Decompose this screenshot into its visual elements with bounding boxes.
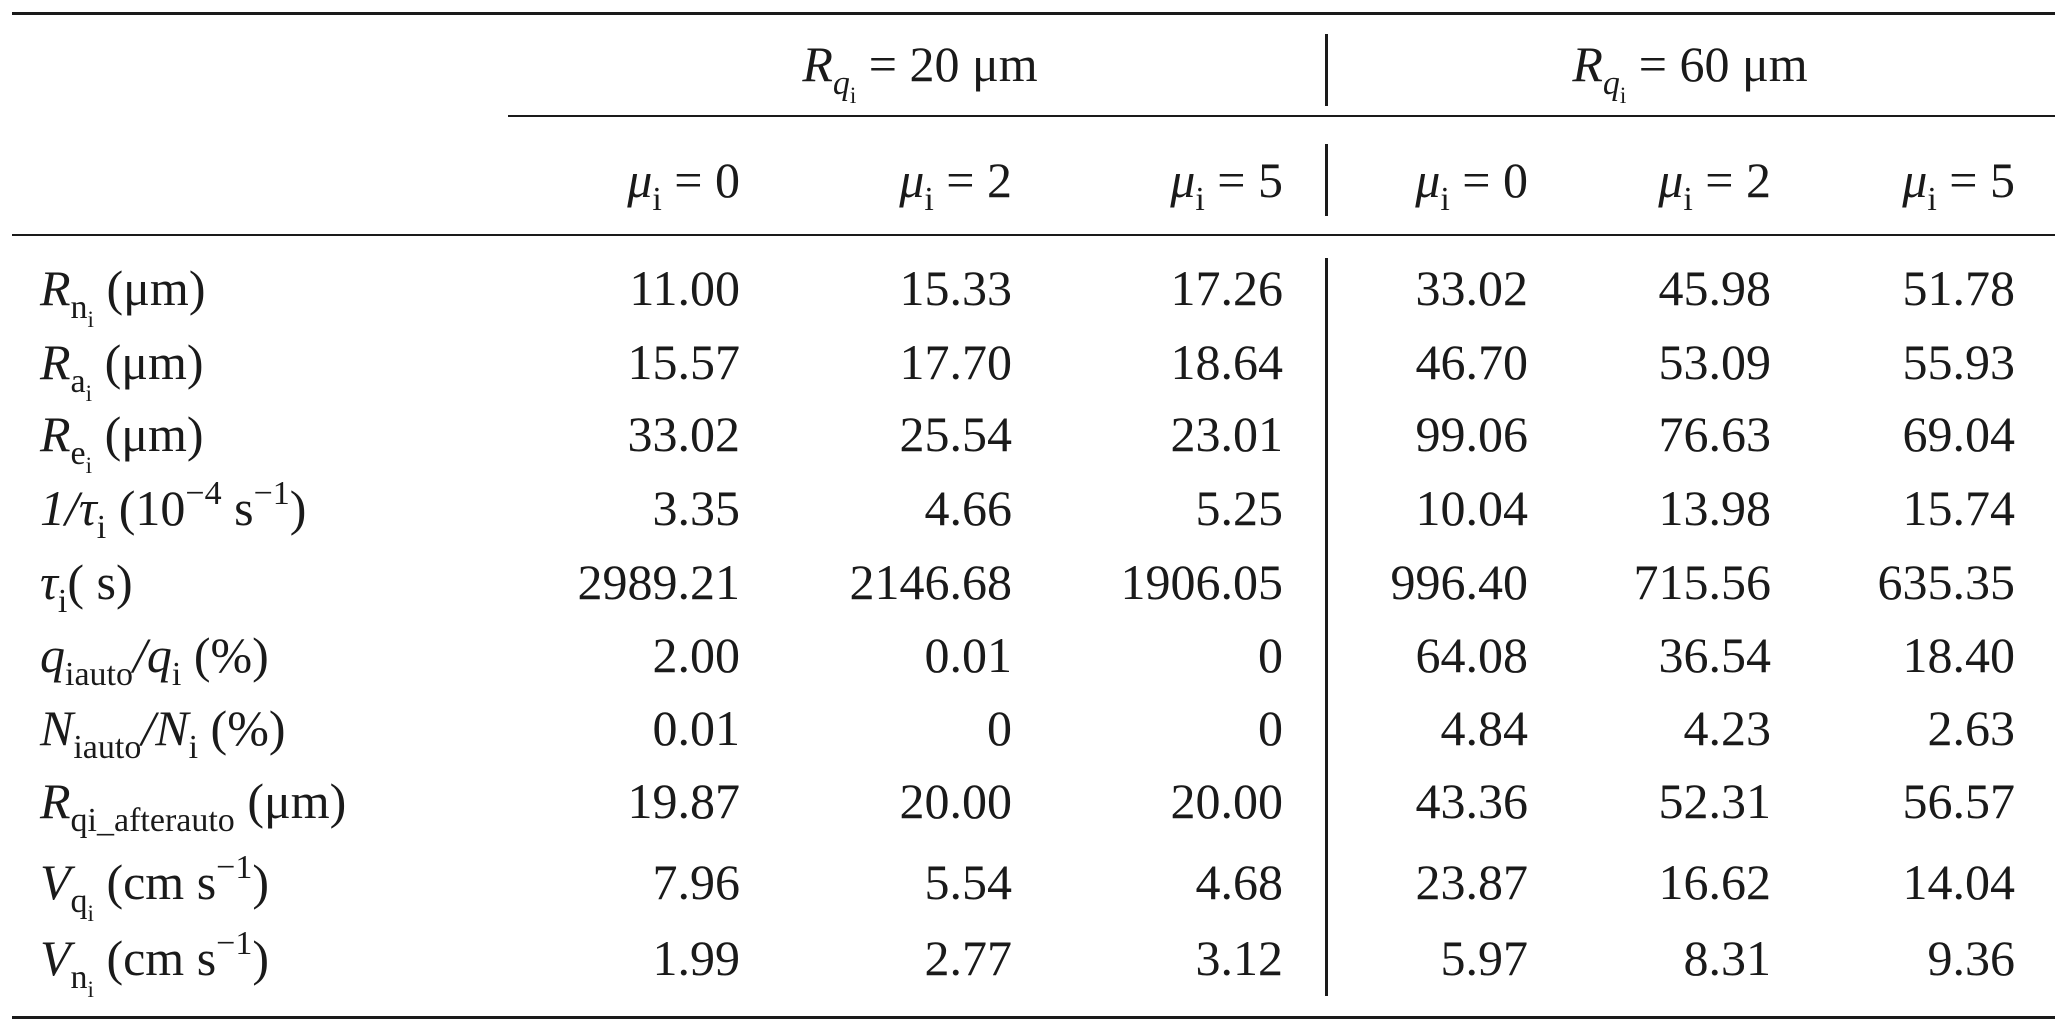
col-header-mu: μi = 5 [1902,152,2015,218]
table-cell: 52.31 [1658,773,1772,829]
row-label: Rei (μm) [40,406,204,479]
col-header-mu: μi = 2 [1658,152,1771,218]
table-cell: 17.70 [899,334,1013,390]
table-cell: 0 [1258,700,1283,756]
top-rule [12,12,2055,15]
table-cell: 2.63 [1927,700,2016,756]
table-cell: 0 [987,700,1012,756]
table-cell: 43.36 [1415,773,1529,829]
col-header-mu: μi = 2 [899,152,1012,218]
table-cell: 17.26 [1170,260,1284,316]
table-cell: 2146.68 [849,554,1013,610]
table-cell: 23.87 [1415,854,1529,910]
table-cell: 1906.05 [1120,554,1284,610]
header-rule [12,234,2055,236]
row-label: Niauto/Ni (%) [40,700,286,766]
table-cell: 45.98 [1658,260,1772,316]
table-cell: 36.54 [1658,627,1772,683]
table-cell: 16.62 [1658,854,1772,910]
table-cell: 4.23 [1683,700,1772,756]
table-cell: 20.00 [1170,773,1284,829]
group-divider-top [1325,34,1328,106]
table-cell: 4.68 [1195,854,1284,910]
row-label: Rai (μm) [40,334,204,407]
table-cell: 55.93 [1902,334,2016,390]
table-cell: 76.63 [1658,406,1772,462]
table-cell: 5.25 [1195,480,1284,536]
table-cell: 9.36 [1927,930,2016,986]
table-cell: 15.74 [1902,480,2016,536]
table-cell: 99.06 [1415,406,1529,462]
row-label: Rni (μm) [40,260,206,333]
table-cell: 715.56 [1633,554,1772,610]
table-cell: 46.70 [1415,334,1529,390]
table-cell: 5.97 [1440,930,1529,986]
table-cell: 8.31 [1683,930,1772,986]
table-cell: 3.35 [652,480,741,536]
table-cell: 0.01 [924,627,1013,683]
row-label: qiauto/qi (%) [40,627,269,693]
bottom-rule [12,1016,2055,1019]
row-label: 1/τi (10−4 s−1) [40,474,307,546]
table-cell: 7.96 [652,854,741,910]
table-cell: 11.00 [629,260,740,316]
group-underline [508,115,2055,117]
table-cell: 19.87 [627,773,741,829]
table-cell: 2989.21 [577,554,741,610]
table-cell: 0.01 [652,700,741,756]
table-cell: 25.54 [899,406,1013,462]
table-cell: 69.04 [1902,406,2016,462]
table-cell: 2.00 [652,627,741,683]
table-cell: 64.08 [1415,627,1529,683]
row-label: Vqi (cm s−1) [40,848,270,927]
table-cell: 4.66 [924,480,1013,536]
row-label: Vni (cm s−1) [40,924,270,1003]
table-cell: 23.01 [1170,406,1284,462]
table-cell: 15.33 [899,260,1013,316]
table-cell: 996.40 [1390,554,1529,610]
table-cell: 13.98 [1658,480,1772,536]
table-cell: 14.04 [1902,854,2016,910]
table-cell: 1.99 [652,930,741,986]
group-divider-head [1325,144,1328,216]
table-cell: 56.57 [1902,773,2016,829]
table-cell: 51.78 [1902,260,2016,316]
table-cell: 53.09 [1658,334,1772,390]
row-label: Rqi_afterauto (μm) [40,773,347,839]
col-header-mu: μi = 0 [1415,152,1528,218]
group-divider-body [1325,258,1328,996]
table-cell: 33.02 [1415,260,1529,316]
group-header-rq-20: Rqi = 20 μm [802,36,1038,109]
table-cell: 15.57 [627,334,741,390]
table-cell: 18.40 [1902,627,2016,683]
table-cell: 0 [1258,627,1283,683]
table-cell: 20.00 [899,773,1013,829]
table-cell: 10.04 [1415,480,1529,536]
table-cell: 2.77 [924,930,1013,986]
table-cell: 18.64 [1170,334,1284,390]
col-header-mu: μi = 0 [627,152,740,218]
table-cell: 33.02 [627,406,741,462]
table-cell: 4.84 [1440,700,1529,756]
group-header-rq-60: Rqi = 60 μm [1572,36,1808,109]
row-label: τi( s) [40,554,133,620]
table-cell: 635.35 [1877,554,2016,610]
table-cell: 5.54 [924,854,1013,910]
col-header-mu: μi = 5 [1170,152,1283,218]
table-cell: 3.12 [1195,930,1284,986]
